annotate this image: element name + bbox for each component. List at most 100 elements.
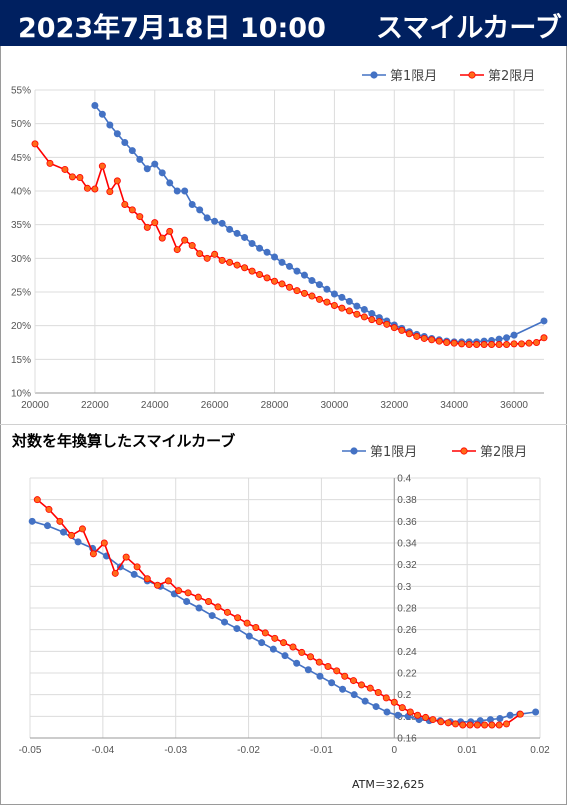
data-point-1 [106, 121, 114, 129]
data-point-2 [315, 295, 323, 303]
data-point-2 [113, 177, 121, 185]
legend-marker-2 [468, 71, 476, 79]
header-bar: 2023年7月18日 10:00 スマイルカーブ [0, 0, 567, 46]
data-point-2 [100, 539, 108, 547]
data-point-1 [211, 217, 219, 225]
data-point-1 [532, 708, 540, 716]
x-tick-label: 0.02 [530, 745, 550, 756]
data-point-2 [406, 708, 414, 716]
y-tick-label: 45% [11, 153, 31, 164]
legend-label-2: 第2限月 [488, 69, 535, 84]
data-point-1 [183, 598, 191, 606]
data-point-2 [398, 704, 406, 712]
series-line-1 [94, 104, 545, 343]
data-point-2 [488, 721, 496, 729]
data-point-1 [293, 267, 301, 275]
data-point-1 [350, 691, 358, 699]
data-point-2 [333, 667, 341, 675]
y-tick-label: 0.32 [397, 560, 417, 571]
data-point-2 [151, 219, 159, 227]
data-point-1 [60, 528, 68, 536]
data-point-1 [121, 139, 129, 147]
data-point-2 [233, 261, 241, 269]
data-point-2 [83, 184, 91, 192]
data-point-1 [323, 285, 331, 293]
y-tick-label: 0.2 [397, 690, 411, 701]
x-tick-label: 30000 [321, 400, 349, 411]
y-tick-label: 20% [11, 321, 31, 332]
data-point-2 [382, 694, 390, 702]
data-point-1 [383, 708, 391, 716]
data-point-2 [330, 301, 338, 309]
y-tick-label: 0.16 [397, 734, 417, 745]
data-point-1 [360, 306, 368, 314]
data-point-2 [194, 593, 202, 601]
data-point-2 [153, 581, 161, 589]
data-point-1 [256, 244, 264, 252]
data-point-2 [243, 619, 251, 627]
data-point-2 [211, 250, 219, 258]
data-point-2 [450, 339, 458, 347]
data-point-1 [300, 271, 308, 279]
x-tick-label: -0.03 [164, 745, 187, 756]
y-tick-label: 0.4 [397, 474, 411, 485]
data-point-2 [516, 710, 524, 718]
data-point-2 [488, 341, 496, 349]
data-point-1 [316, 672, 324, 680]
data-point-2 [89, 550, 97, 558]
legend-marker-1 [370, 71, 378, 79]
data-point-2 [360, 313, 368, 321]
y-tick-label: 0.34 [397, 539, 417, 550]
data-point-2 [234, 614, 242, 622]
data-point-1 [269, 645, 277, 653]
data-point-1 [258, 639, 266, 647]
series-line-2 [36, 499, 521, 726]
data-point-2 [435, 337, 443, 345]
data-point-2 [188, 242, 196, 250]
data-point-2 [175, 587, 183, 595]
data-point-2 [349, 677, 357, 685]
data-point-2 [56, 517, 64, 525]
data-point-2 [473, 721, 481, 729]
x-tick-label: 20000 [21, 400, 49, 411]
data-point-2 [33, 496, 41, 504]
data-point-1 [285, 262, 293, 270]
y-tick-label: 10% [11, 389, 31, 400]
data-point-2 [466, 721, 474, 729]
data-point-2 [143, 223, 151, 231]
data-point-2 [31, 140, 39, 148]
data-point-2 [414, 711, 422, 719]
data-point-2 [136, 213, 144, 221]
data-point-2 [122, 553, 130, 561]
x-tick-label: 28000 [261, 400, 289, 411]
data-point-2 [533, 338, 541, 346]
data-point-1 [128, 147, 136, 155]
y-tick-label: 0.3 [397, 582, 411, 593]
data-point-2 [280, 639, 288, 647]
data-point-1 [136, 155, 144, 163]
data-point-2 [263, 274, 271, 282]
y-tick-label: 30% [11, 254, 31, 265]
data-point-1 [196, 206, 204, 214]
data-point-2 [366, 684, 374, 692]
data-point-2 [128, 206, 136, 214]
data-point-2 [158, 234, 166, 242]
data-point-2 [480, 341, 488, 349]
data-point-1 [278, 258, 286, 266]
data-point-1 [130, 570, 138, 578]
data-point-2 [278, 280, 286, 288]
data-point-2 [61, 165, 69, 173]
data-point-1 [361, 697, 369, 705]
data-point-2 [518, 340, 526, 348]
data-point-2 [502, 720, 510, 728]
data-point-2 [111, 569, 119, 577]
y-tick-label: 40% [11, 187, 31, 198]
data-point-1 [195, 604, 203, 612]
data-point-2 [357, 681, 365, 689]
data-point-2 [285, 283, 293, 291]
header-title: スマイルカーブ [376, 13, 562, 44]
data-point-2 [184, 589, 192, 597]
y-tick-label: 0.38 [397, 495, 417, 506]
data-point-2 [368, 316, 376, 324]
data-point-2 [465, 341, 473, 349]
